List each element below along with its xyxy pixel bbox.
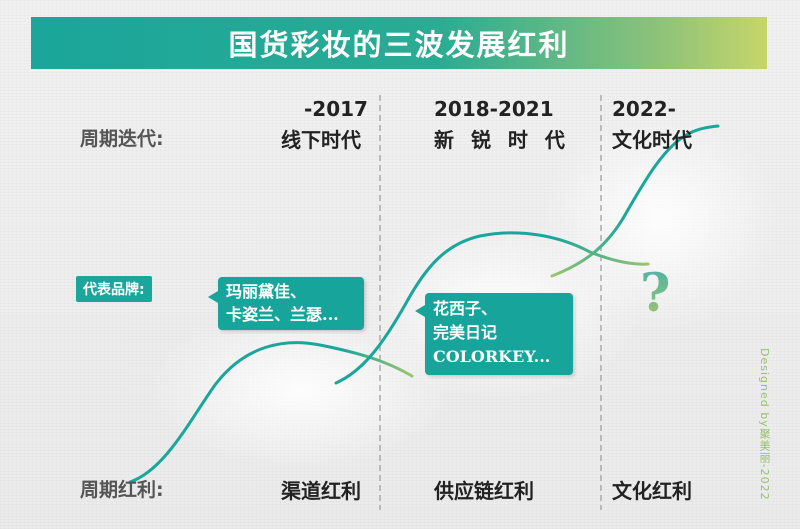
- era-1-name: 线下时代: [281, 128, 361, 152]
- era-2-name: 新 锐 时 代: [434, 128, 570, 152]
- iteration-row-label: 周期迭代:: [80, 128, 164, 150]
- era-2-brand-line: COLORKEY...: [433, 347, 551, 366]
- dividend-row-label: 周期红利:: [80, 479, 164, 501]
- era-1-dividend: 渠道红利: [281, 479, 361, 503]
- era-2-years: 2018-2021: [434, 97, 554, 121]
- era-2-brand-line: 花西子、: [433, 299, 498, 318]
- glow-3: [540, 110, 780, 330]
- era-3-years: 2022-: [612, 97, 676, 121]
- growth-curve-culture: [550, 124, 720, 278]
- era-2-brand-line: 完美日记: [433, 323, 498, 342]
- era-1-brands-bubble: 玛丽黛佳、 卡姿兰、兰瑟...: [208, 277, 364, 330]
- era-3-name: 文化时代: [612, 128, 692, 152]
- era-2-dividend: 供应链红利: [434, 479, 534, 503]
- growth-curve-emerging: [334, 231, 650, 385]
- era-3-unknown-brands-mark: ?: [640, 263, 671, 324]
- designer-credit: Designed by聚美丽-2022: [758, 348, 771, 501]
- era-1-brand-line: 玛丽黛佳、: [226, 282, 307, 301]
- brands-row-label: 代表品牌:: [76, 276, 152, 302]
- title-bar: 国货彩妆的三波发展红利: [31, 17, 767, 69]
- era-2-brands-bubble: 花西子、 完美日记 COLORKEY...: [415, 293, 573, 375]
- era-1-years: -2017: [304, 97, 368, 121]
- growth-curve-offline: [128, 341, 414, 484]
- era-3-dividend: 文化红利: [612, 479, 692, 503]
- era-1-brand-line: 卡姿兰、兰瑟...: [226, 305, 339, 324]
- page-title: 国货彩妆的三波发展红利: [228, 28, 570, 62]
